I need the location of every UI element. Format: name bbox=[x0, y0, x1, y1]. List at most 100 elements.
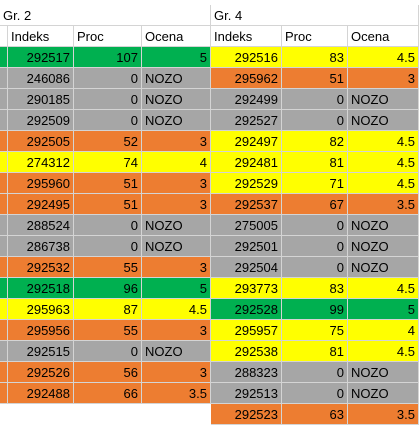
table-cell-indeks[interactable]: 292526 bbox=[8, 362, 74, 383]
table-cell-indeks[interactable]: 295963 bbox=[8, 299, 74, 320]
table-cell-indeks[interactable]: 292488 bbox=[8, 383, 74, 404]
table-cell-proc[interactable]: 87 bbox=[74, 299, 142, 320]
table-cell-ocena[interactable]: NOZO bbox=[348, 215, 419, 236]
table-cell-proc[interactable]: 66 bbox=[74, 383, 142, 404]
table-cell-indeks[interactable]: 286738 bbox=[8, 236, 74, 257]
table-cell-proc[interactable]: 107 bbox=[74, 47, 142, 68]
table-cell-proc[interactable]: 99 bbox=[282, 299, 348, 320]
table-cell-ocena[interactable]: NOZO bbox=[348, 362, 419, 383]
table-cell-indeks[interactable]: 292515 bbox=[8, 341, 74, 362]
table-cell-proc[interactable]: 55 bbox=[74, 257, 142, 278]
table-cell-ocena[interactable]: NOZO bbox=[348, 236, 419, 257]
row-stub[interactable] bbox=[0, 362, 8, 383]
table-cell-proc[interactable]: 0 bbox=[74, 89, 142, 110]
table-cell-proc[interactable]: 0 bbox=[282, 110, 348, 131]
table-cell-ocena[interactable]: NOZO bbox=[348, 257, 419, 278]
table-cell-indeks[interactable]: 274312 bbox=[8, 152, 74, 173]
group-title[interactable]: Gr. 4 bbox=[211, 5, 419, 26]
table-cell-ocena[interactable]: 3 bbox=[142, 362, 211, 383]
column-header[interactable]: Proc bbox=[74, 26, 142, 47]
row-stub[interactable] bbox=[0, 278, 8, 299]
table-cell-ocena[interactable]: 3 bbox=[142, 194, 211, 215]
table-cell-indeks[interactable]: 292523 bbox=[211, 404, 282, 425]
column-header[interactable]: Proc bbox=[282, 26, 348, 47]
table-cell-ocena[interactable]: 4.5 bbox=[348, 341, 419, 362]
column-header[interactable]: Ocena bbox=[348, 26, 419, 47]
table-cell-ocena[interactable]: NOZO bbox=[142, 110, 211, 131]
table-cell-ocena[interactable]: 5 bbox=[142, 47, 211, 68]
table-cell-ocena[interactable]: 4.5 bbox=[348, 131, 419, 152]
table-cell-proc[interactable]: 75 bbox=[282, 320, 348, 341]
table-cell-proc[interactable]: 56 bbox=[74, 362, 142, 383]
table-cell-indeks[interactable]: 295956 bbox=[8, 320, 74, 341]
row-stub[interactable] bbox=[0, 383, 8, 404]
table-cell-ocena[interactable]: 5 bbox=[348, 299, 419, 320]
table-cell-indeks[interactable]: 292495 bbox=[8, 194, 74, 215]
table-cell-proc[interactable]: 0 bbox=[74, 341, 142, 362]
table-cell-ocena[interactable]: 3.5 bbox=[142, 383, 211, 404]
column-header[interactable]: Ocena bbox=[142, 26, 211, 47]
table-cell-indeks[interactable]: 292517 bbox=[8, 47, 74, 68]
table-cell-indeks[interactable]: 295957 bbox=[211, 320, 282, 341]
table-cell-indeks[interactable]: 288524 bbox=[8, 215, 74, 236]
table-cell-proc[interactable]: 0 bbox=[282, 383, 348, 404]
row-stub[interactable] bbox=[0, 299, 8, 320]
row-stub[interactable] bbox=[0, 341, 8, 362]
table-cell-ocena[interactable]: 4.5 bbox=[348, 278, 419, 299]
row-stub[interactable] bbox=[0, 257, 8, 278]
table-cell-indeks[interactable]: 293773 bbox=[211, 278, 282, 299]
table-cell-indeks[interactable]: 295962 bbox=[211, 68, 282, 89]
table-cell-indeks[interactable]: 246086 bbox=[8, 68, 74, 89]
column-header[interactable]: Indeks bbox=[211, 26, 282, 47]
table-cell-proc[interactable]: 0 bbox=[282, 362, 348, 383]
table-cell-indeks[interactable]: 292481 bbox=[211, 152, 282, 173]
table-cell-proc[interactable]: 82 bbox=[282, 131, 348, 152]
row-stub[interactable] bbox=[0, 215, 8, 236]
table-cell-proc[interactable]: 0 bbox=[282, 89, 348, 110]
table-cell-proc[interactable]: 0 bbox=[282, 257, 348, 278]
table-cell-ocena[interactable]: 4.5 bbox=[348, 47, 419, 68]
table-cell-proc[interactable]: 96 bbox=[74, 278, 142, 299]
table-cell-indeks[interactable]: 292527 bbox=[211, 110, 282, 131]
table-cell-indeks[interactable]: 292509 bbox=[8, 110, 74, 131]
row-stub[interactable] bbox=[0, 26, 8, 47]
row-stub[interactable] bbox=[0, 236, 8, 257]
table-cell-ocena[interactable]: 3 bbox=[142, 257, 211, 278]
table-cell-proc[interactable]: 83 bbox=[282, 278, 348, 299]
table-cell-ocena[interactable]: NOZO bbox=[348, 89, 419, 110]
table-cell-proc[interactable]: 51 bbox=[74, 173, 142, 194]
row-stub[interactable] bbox=[0, 152, 8, 173]
table-cell-proc[interactable]: 67 bbox=[282, 194, 348, 215]
table-cell-proc[interactable]: 81 bbox=[282, 341, 348, 362]
table-cell-ocena[interactable]: NOZO bbox=[142, 215, 211, 236]
table-cell-ocena[interactable]: 3 bbox=[142, 173, 211, 194]
table-cell-ocena[interactable]: 3 bbox=[142, 131, 211, 152]
table-cell-ocena[interactable]: 4.5 bbox=[348, 173, 419, 194]
table-cell-indeks[interactable]: 292513 bbox=[211, 383, 282, 404]
table-cell-ocena[interactable]: 3 bbox=[348, 68, 419, 89]
table-cell-indeks[interactable]: 292529 bbox=[211, 173, 282, 194]
row-stub[interactable] bbox=[0, 194, 8, 215]
row-stub[interactable] bbox=[0, 68, 8, 89]
row-stub[interactable] bbox=[0, 89, 8, 110]
table-cell-proc[interactable]: 55 bbox=[74, 320, 142, 341]
table-cell-ocena[interactable]: NOZO bbox=[142, 341, 211, 362]
table-cell-indeks[interactable]: 288323 bbox=[211, 362, 282, 383]
table-cell-indeks[interactable]: 292499 bbox=[211, 89, 282, 110]
table-cell-proc[interactable]: 74 bbox=[74, 152, 142, 173]
table-cell-ocena[interactable]: 3.5 bbox=[348, 404, 419, 425]
table-cell-ocena[interactable]: NOZO bbox=[348, 110, 419, 131]
table-cell-ocena[interactable]: NOZO bbox=[142, 236, 211, 257]
table-cell-proc[interactable]: 0 bbox=[74, 110, 142, 131]
row-stub[interactable] bbox=[0, 110, 8, 131]
row-stub[interactable] bbox=[0, 173, 8, 194]
table-cell-proc[interactable]: 83 bbox=[282, 47, 348, 68]
table-cell-indeks[interactable]: 292538 bbox=[211, 341, 282, 362]
table-cell-ocena[interactable]: 5 bbox=[142, 278, 211, 299]
table-cell-ocena[interactable]: 3.5 bbox=[348, 194, 419, 215]
table-cell-indeks[interactable]: 292518 bbox=[8, 278, 74, 299]
column-header[interactable]: Indeks bbox=[8, 26, 74, 47]
table-cell-indeks[interactable]: 275005 bbox=[211, 215, 282, 236]
table-cell-indeks[interactable]: 292537 bbox=[211, 194, 282, 215]
table-cell-proc[interactable]: 52 bbox=[74, 131, 142, 152]
